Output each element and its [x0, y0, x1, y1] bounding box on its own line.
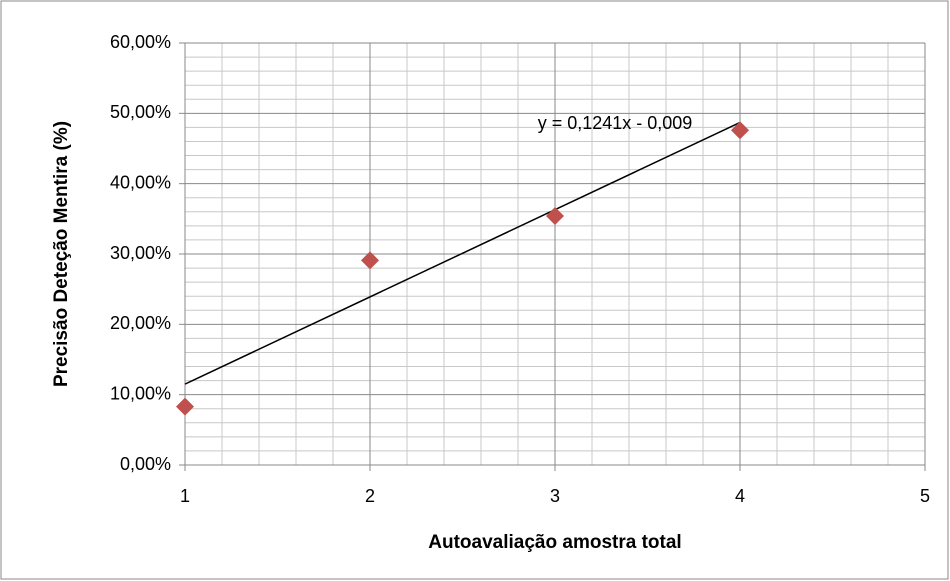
trendline [184, 121, 741, 385]
x-tick-label: 2 [365, 486, 375, 506]
y-tick-label: 30,00% [110, 243, 171, 263]
y-axis-title: Precisão Deteção Mentira (%) [51, 121, 72, 387]
y-tick-label: 50,00% [110, 102, 171, 122]
point [546, 207, 564, 226]
x-tick-label: 3 [550, 486, 560, 506]
point [731, 121, 749, 140]
y-tick-label: 10,00% [110, 383, 171, 403]
trendline-label: y = 0,1241x - 0,009 [538, 113, 693, 133]
x-tick-label: 1 [180, 486, 190, 506]
y-tick-label: 20,00% [110, 313, 171, 333]
x-tick-label: 5 [920, 486, 930, 506]
x-tick-label: 4 [735, 486, 745, 506]
x-axis-title: Autoavaliação amostra total [428, 532, 681, 553]
y-tick-label: 40,00% [110, 172, 171, 192]
point [176, 397, 194, 416]
point [361, 251, 379, 270]
y-tick-label: 60,00% [110, 32, 171, 52]
y-tick-label: 0,00% [120, 454, 171, 474]
